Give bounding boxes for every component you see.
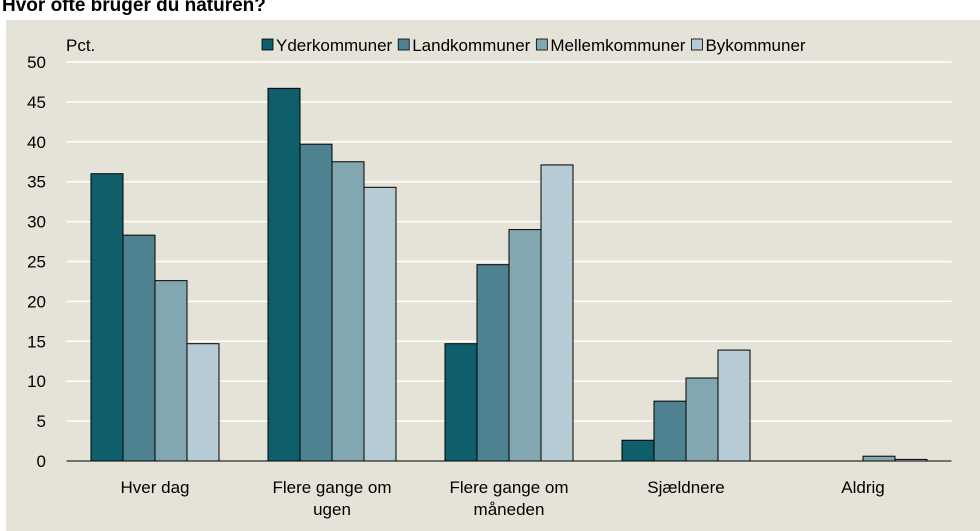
- x-tick-label: Sjældnere: [647, 478, 725, 497]
- y-tick-label: 35: [27, 173, 46, 192]
- x-tick-label: Aldrig: [841, 478, 885, 497]
- legend-swatch: [261, 38, 274, 51]
- bar: [363, 186, 397, 462]
- bar: [476, 264, 510, 462]
- x-tick-label: Hver dag: [120, 478, 190, 497]
- bar: [685, 377, 719, 462]
- chart-title: Hvor ofte bruger du naturen?: [2, 0, 266, 16]
- legend-label: Bykommuner: [705, 36, 805, 55]
- bar: [717, 349, 751, 462]
- bar: [331, 161, 365, 462]
- legend-label: Yderkommuner: [276, 36, 393, 55]
- y-tick-label: 25: [27, 253, 46, 272]
- legend-swatch: [535, 38, 548, 51]
- bar: [444, 343, 478, 462]
- bar: [508, 229, 542, 462]
- bar: [267, 87, 301, 462]
- y-tick-label: 20: [27, 292, 46, 311]
- y-tick-label: 45: [27, 93, 46, 112]
- x-tick-label: Flere gange om måneden: [449, 478, 569, 519]
- bar: [90, 173, 124, 462]
- legend-label: Landkommuner: [412, 36, 530, 55]
- y-tick-label: 40: [27, 133, 46, 152]
- bar: [862, 455, 896, 462]
- legend-swatch: [397, 38, 410, 51]
- y-tick-label: 0: [37, 452, 46, 471]
- y-tick-label: 50: [27, 53, 46, 72]
- y-tick-label: 15: [27, 332, 46, 351]
- y-tick-label: 30: [27, 213, 46, 232]
- y-axis-label: Pct.: [66, 36, 95, 55]
- bar: [621, 439, 655, 462]
- bar: [653, 400, 687, 462]
- legend-swatch: [691, 38, 703, 51]
- bar: [540, 164, 574, 462]
- bar: [122, 234, 156, 462]
- x-tick-label: Flere gange om ugen: [272, 478, 392, 519]
- bar: [186, 343, 220, 462]
- bar: [299, 143, 333, 462]
- y-tick-label: 5: [37, 412, 46, 431]
- bar: [154, 280, 188, 462]
- y-tick-label: 10: [27, 372, 46, 391]
- legend-label: Mellemkommuner: [550, 36, 685, 55]
